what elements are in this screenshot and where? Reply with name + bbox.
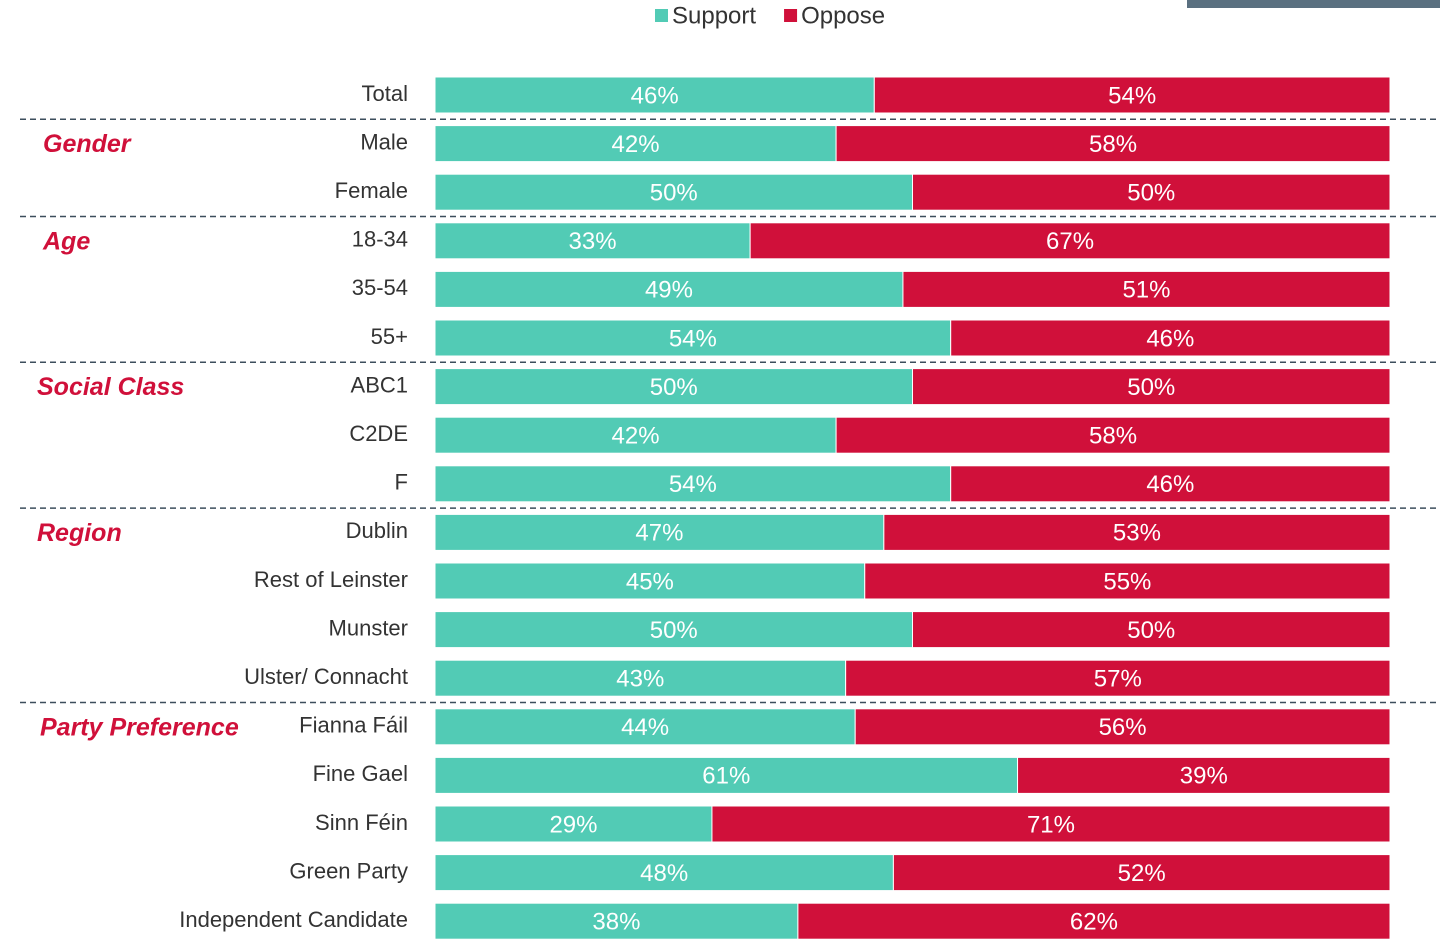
legend-label: Oppose (801, 2, 885, 29)
group-label: Age (42, 227, 90, 255)
value-label: 50% (1127, 180, 1175, 207)
category-label: Rest of Leinster (254, 567, 408, 592)
bar-segment (902, 270, 1391, 308)
value-label: 54% (1108, 82, 1156, 109)
bar-segment (711, 805, 1391, 843)
bar-segment (854, 708, 1391, 746)
value-label: 46% (631, 82, 679, 109)
value-label: 43% (616, 666, 664, 693)
category-label: Total (362, 81, 408, 106)
bar-segment (434, 76, 875, 114)
bar-segment (864, 562, 1391, 600)
value-label: 50% (650, 374, 698, 401)
group-label: Social Class (37, 373, 184, 401)
value-label: 55% (1103, 568, 1151, 595)
value-label: 50% (650, 617, 698, 644)
value-label: 67% (1046, 228, 1094, 255)
value-label: 44% (621, 714, 669, 741)
bar-segment (950, 465, 1391, 503)
legend-swatch (655, 9, 668, 22)
bar-segment (892, 854, 1391, 892)
bar-segment (835, 125, 1391, 163)
category-label: F (395, 470, 408, 495)
bar-segment (434, 513, 885, 551)
value-label: 33% (569, 228, 617, 255)
value-label: 56% (1099, 714, 1147, 741)
category-label: Dublin (346, 518, 408, 543)
bar-segment (434, 270, 904, 308)
bar-segment (434, 562, 866, 600)
category-label: Sinn Féin (315, 810, 408, 835)
value-label: 71% (1027, 811, 1075, 838)
value-label: 54% (669, 325, 717, 352)
value-label: 58% (1089, 423, 1137, 450)
value-label: 39% (1180, 763, 1228, 790)
bar-segment (912, 368, 1391, 406)
value-label: 57% (1094, 666, 1142, 693)
value-label: 38% (592, 909, 640, 936)
bar-segment (434, 125, 837, 163)
value-label: 47% (635, 520, 683, 547)
value-label: 29% (549, 811, 597, 838)
value-label: 42% (612, 423, 660, 450)
value-label: 50% (1127, 374, 1175, 401)
legend-swatch (784, 9, 798, 22)
corner-decoration (1187, 0, 1440, 8)
value-label: 62% (1070, 909, 1118, 936)
category-label: Fianna Fáil (299, 713, 408, 738)
bar-segment (912, 173, 1391, 211)
category-label: Fine Gael (313, 761, 408, 786)
bar-segment (434, 756, 1019, 794)
value-label: 50% (1127, 617, 1175, 644)
bar-segment (434, 465, 952, 503)
bar-segment (434, 659, 847, 697)
category-label: 35-54 (352, 275, 408, 300)
value-label: 45% (626, 568, 674, 595)
category-label: Ulster/ Connacht (244, 664, 408, 689)
category-label: ABC1 (351, 372, 408, 397)
bar-segment (434, 805, 713, 843)
bar-segment (749, 222, 1391, 260)
value-label: 52% (1118, 860, 1166, 887)
category-label: Green Party (289, 858, 408, 883)
value-label: 49% (645, 277, 693, 304)
value-label: 46% (1146, 471, 1194, 498)
category-label: 55+ (371, 324, 408, 349)
bar-segment (835, 416, 1391, 454)
category-label: Independent Candidate (179, 907, 408, 932)
bar-segment (434, 902, 799, 939)
value-label: 61% (702, 763, 750, 790)
value-label: 51% (1122, 277, 1170, 304)
bar-segment (434, 173, 913, 211)
bar-segment (434, 611, 913, 649)
category-label: Female (335, 178, 408, 203)
legend-label: Support (672, 2, 756, 29)
value-label: 46% (1146, 325, 1194, 352)
bar-segment (873, 76, 1391, 114)
category-label: Male (360, 129, 408, 154)
bar-segment (912, 611, 1391, 649)
group-label: Gender (43, 130, 132, 158)
bar-segment (1017, 756, 1391, 794)
value-label: 48% (640, 860, 688, 887)
bar-segment (883, 513, 1391, 551)
value-label: 54% (669, 471, 717, 498)
value-label: 58% (1089, 131, 1137, 158)
bar-segment (434, 708, 856, 746)
group-label: Region (37, 519, 122, 547)
value-label: 50% (650, 180, 698, 207)
bar-segment (434, 222, 751, 260)
value-label: 42% (612, 131, 660, 158)
bar-segment (950, 319, 1391, 357)
bar-segment (797, 902, 1391, 939)
bar-segment (434, 368, 913, 406)
category-label: 18-34 (352, 227, 408, 252)
group-label: Party Preference (40, 713, 239, 741)
bar-segment (845, 659, 1391, 697)
category-label: C2DE (349, 421, 408, 446)
category-label: Munster (329, 615, 408, 640)
value-label: 53% (1113, 520, 1161, 547)
